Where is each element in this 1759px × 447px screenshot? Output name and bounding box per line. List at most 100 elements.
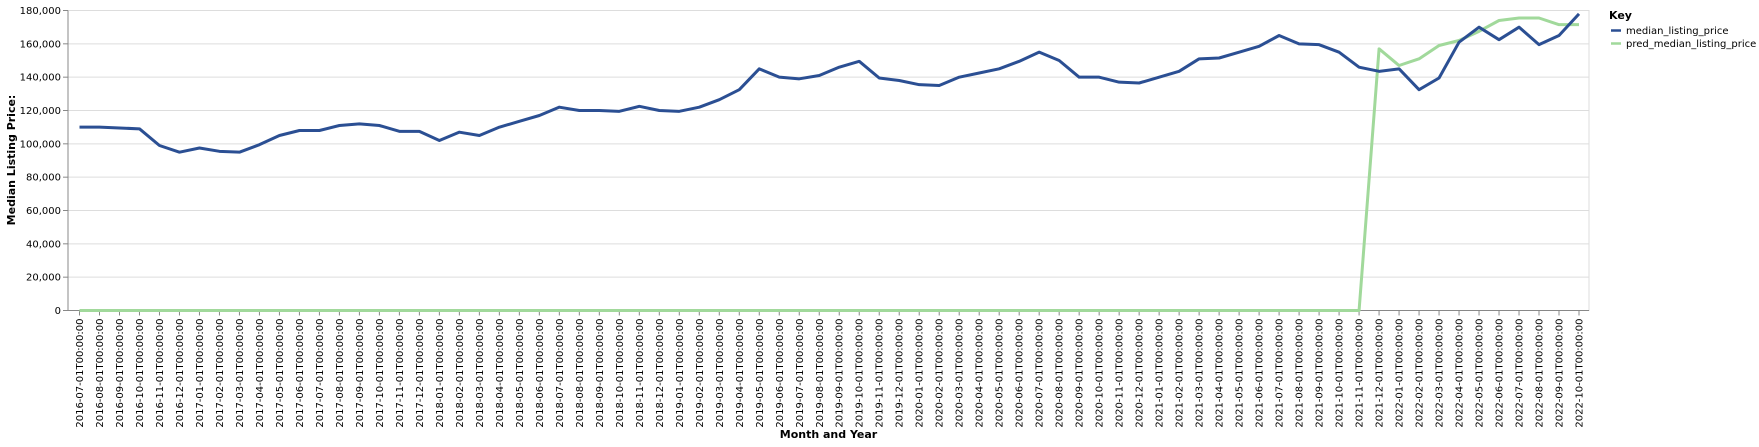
y-tick-label: 120,000 [20, 106, 61, 117]
x-axis: 2016-07-01T00:00:00 2016-08-01T00:00:00 20… [68, 310, 1589, 428]
x-tick-label: 2017-06-01T00:00:00 [295, 319, 306, 428]
y-tick-label: 100,000 [20, 139, 61, 150]
x-tick-label: 2017-08-01T00:00:00 [335, 319, 346, 428]
x-tick-label: 2019-12-01T00:00:00 [895, 319, 906, 428]
legend: Key median_listing_price pred_median_list… [1609, 9, 1756, 50]
x-tick-label: 2018-03-01T00:00:00 [475, 319, 486, 428]
x-tick-label: 2016-12-01T00:00:00 [175, 319, 186, 428]
legend-title: Key [1609, 9, 1632, 22]
x-tick-label: 2022-10-01T00:00:00 [1575, 319, 1586, 428]
x-tick-label: 2019-10-01T00:00:00 [855, 319, 866, 428]
x-tick-label: 2020-09-01T00:00:00 [1075, 319, 1086, 428]
x-tick-label: 2021-10-01T00:00:00 [1335, 319, 1346, 428]
x-tick-label: 2021-09-01T00:00:00 [1315, 319, 1326, 428]
x-tick-label: 2018-04-01T00:00:00 [495, 319, 506, 428]
x-tick-label: 2022-01-01T00:00:00 [1395, 319, 1406, 428]
x-tick-label: 2016-08-01T00:00:00 [95, 319, 106, 428]
x-tick-label: 2016-09-01T00:00:00 [115, 319, 126, 428]
x-tick-label: 2019-05-01T00:00:00 [755, 319, 766, 428]
x-tick-label: 2020-12-01T00:00:00 [1135, 319, 1146, 428]
y-tick-label: 80,000 [26, 173, 61, 184]
x-tick-label: 2021-07-01T00:00:00 [1275, 319, 1286, 428]
x-tick-label: 2020-01-01T00:00:00 [915, 319, 926, 428]
x-tick-label: 2019-01-01T00:00:00 [675, 319, 686, 428]
x-tick-label: 2018-02-01T00:00:00 [455, 319, 466, 428]
x-tick-label: 2018-09-01T00:00:00 [595, 319, 606, 428]
x-tick-label: 2020-11-01T00:00:00 [1115, 319, 1126, 428]
x-tick-label: 2017-09-01T00:00:00 [355, 319, 366, 428]
x-tick-label: 2017-07-01T00:00:00 [315, 319, 326, 428]
x-tick-label: 2019-07-01T00:00:00 [795, 319, 806, 428]
x-tick-label: 2016-07-01T00:00:00 [75, 319, 86, 428]
x-tick-label: 2022-03-01T00:00:00 [1435, 319, 1446, 428]
y-tick-label: 160,000 [20, 39, 61, 50]
x-tick-label: 2021-12-01T00:00:00 [1375, 319, 1386, 428]
x-tick-label: 2022-09-01T00:00:00 [1555, 319, 1566, 428]
y-axis: 0 20,000 40,000 60,000 80,000 100,000 120,000 1… [20, 6, 69, 317]
x-tick-label: 2021-02-01T00:00:00 [1175, 319, 1186, 428]
x-tick-label: 2018-06-01T00:00:00 [535, 319, 546, 428]
x-tick-label: 2020-04-01T00:00:00 [975, 319, 986, 428]
series-layer [79, 12, 1581, 312]
x-tick-label: 2019-08-01T00:00:00 [815, 319, 826, 428]
y-tick-label: 0 [55, 306, 61, 317]
x-tick-label: 2022-05-01T00:00:00 [1475, 319, 1486, 428]
y-tick-label: 140,000 [20, 73, 61, 84]
x-tick-label: 2016-11-01T00:00:00 [155, 319, 166, 428]
x-tick-label: 2017-05-01T00:00:00 [275, 319, 286, 428]
x-tick-label: 2022-06-01T00:00:00 [1495, 319, 1506, 428]
gridlines [68, 10, 1589, 311]
x-tick-label: 2021-06-01T00:00:00 [1255, 319, 1266, 428]
x-tick-label: 2019-02-01T00:00:00 [695, 319, 706, 428]
x-tick-label: 2021-08-01T00:00:00 [1295, 319, 1306, 428]
legend-label: pred_median_listing_price [1626, 39, 1756, 50]
x-tick-label: 2021-01-01T00:00:00 [1155, 319, 1166, 428]
x-tick-label: 2018-07-01T00:00:00 [555, 319, 566, 428]
legend-label: median_listing_price [1626, 26, 1729, 37]
plot-frame [67, 10, 1590, 311]
x-tick-label: 2017-10-01T00:00:00 [375, 319, 386, 428]
x-tick-label: 2020-07-01T00:00:00 [1035, 319, 1046, 428]
x-tick-label: 2022-04-01T00:00:00 [1455, 319, 1466, 428]
x-tick-label: 2021-03-01T00:00:00 [1195, 319, 1206, 428]
x-tick-label: 2018-08-01T00:00:00 [575, 319, 586, 428]
x-tick-label: 2021-05-01T00:00:00 [1235, 319, 1246, 428]
x-tick-label: 2020-05-01T00:00:00 [995, 319, 1006, 428]
x-tick-label: 2022-07-01T00:00:00 [1515, 319, 1526, 428]
x-tick-label: 2017-01-01T00:00:00 [195, 319, 206, 428]
x-tick-label: 2020-08-01T00:00:00 [1055, 319, 1066, 428]
x-tick-label: 2018-12-01T00:00:00 [655, 319, 666, 428]
x-tick-label: 2020-06-01T00:00:00 [1015, 319, 1026, 428]
x-tick-label: 2019-11-01T00:00:00 [875, 319, 886, 428]
x-tick-label: 2017-12-01T00:00:00 [415, 319, 426, 428]
x-tick-label: 2020-02-01T00:00:00 [935, 319, 946, 428]
x-tick-label: 2020-10-01T00:00:00 [1095, 319, 1106, 428]
series-line-median-listing-price [79, 12, 1581, 154]
x-axis-title: Month and Year [780, 428, 878, 441]
x-tick-label: 2017-11-01T00:00:00 [395, 319, 406, 428]
x-tick-label: 2020-03-01T00:00:00 [955, 319, 966, 428]
x-tick-label: 2018-11-01T00:00:00 [635, 319, 646, 428]
y-axis-title: Median Listing Price: [5, 95, 18, 226]
y-tick-label: 20,000 [26, 273, 61, 284]
x-tick-label: 2021-04-01T00:00:00 [1215, 319, 1226, 428]
x-tick-label: 2019-06-01T00:00:00 [775, 319, 786, 428]
y-tick-label: 180,000 [20, 6, 61, 17]
x-tick-label: 2017-02-01T00:00:00 [215, 319, 226, 428]
x-tick-label: 2019-09-01T00:00:00 [835, 319, 846, 428]
x-tick-label: 2018-01-01T00:00:00 [435, 319, 446, 428]
x-tick-label: 2022-02-01T00:00:00 [1415, 319, 1426, 428]
y-tick-label: 60,000 [26, 206, 61, 217]
x-tick-label: 2016-10-01T00:00:00 [135, 319, 146, 428]
x-tick-label: 2019-03-01T00:00:00 [715, 319, 726, 428]
x-tick-label: 2017-03-01T00:00:00 [235, 319, 246, 428]
x-tick-label: 2018-05-01T00:00:00 [515, 319, 526, 428]
x-tick-label: 2021-11-01T00:00:00 [1355, 319, 1366, 428]
x-tick-label: 2017-04-01T00:00:00 [255, 319, 266, 428]
x-tick-label: 2019-04-01T00:00:00 [735, 319, 746, 428]
series-line-pred-median-listing-price [79, 16, 1579, 312]
x-tick-label: 2022-08-01T00:00:00 [1535, 319, 1546, 428]
y-tick-label: 40,000 [26, 239, 61, 250]
x-tick-label: 2018-10-01T00:00:00 [615, 319, 626, 428]
